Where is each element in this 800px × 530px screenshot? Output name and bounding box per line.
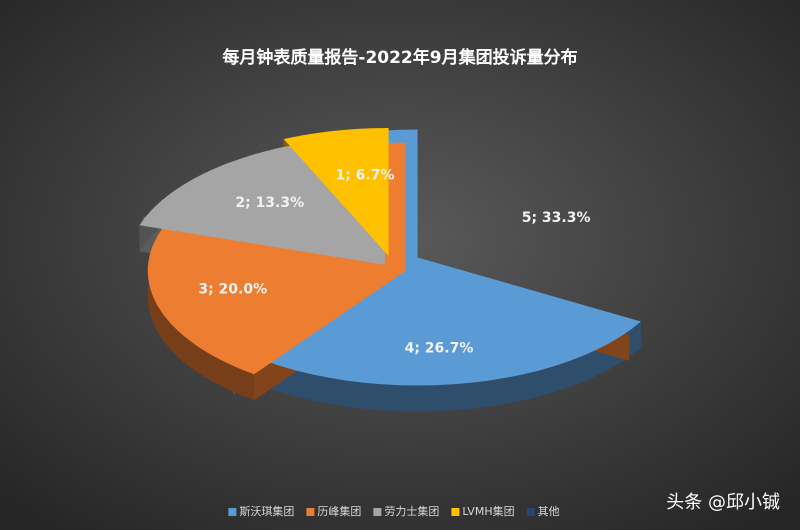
- legend-label: 劳力士集团: [384, 504, 439, 518]
- legend-item: 斯沃琪集团: [228, 504, 294, 518]
- legend-label: 历峰集团: [317, 504, 361, 518]
- data-labels: 5; 33.3% 4; 26.7% 3; 20.0% 2; 13.3% 1; 6.7%: [198, 168, 590, 357]
- legend-item: 劳力士集团: [373, 504, 439, 518]
- pie-slice: [283, 128, 389, 256]
- legend-swatch: [228, 508, 237, 516]
- legend-swatch: [306, 508, 315, 516]
- watermark: 头条 @邱小铖: [666, 492, 780, 513]
- data-label: 5; 33.3%: [522, 210, 591, 226]
- legend-item: LVMH集团: [451, 504, 515, 518]
- legend-item: 历峰集团: [306, 504, 361, 518]
- legend: 斯沃琪集团 历峰集团 劳力士集团 LVMH集团 其他: [228, 504, 560, 518]
- pie-tops: [139, 128, 641, 386]
- legend-label: 斯沃琪集团: [239, 504, 294, 518]
- data-label: 2; 13.3%: [235, 195, 304, 211]
- chart-title: 每月钟表质量报告-2022年9月集团投诉量分布: [222, 47, 577, 68]
- data-label: 1; 6.7%: [335, 168, 394, 184]
- legend-label: LVMH集团: [462, 504, 514, 518]
- legend-item: 其他: [526, 505, 560, 518]
- legend-swatch: [451, 508, 460, 516]
- legend-swatch: [373, 508, 382, 516]
- legend-label: 其他: [538, 505, 560, 518]
- legend-swatch: [526, 508, 535, 516]
- data-label: 3; 20.0%: [198, 281, 267, 297]
- data-label: 4; 26.7%: [405, 340, 474, 356]
